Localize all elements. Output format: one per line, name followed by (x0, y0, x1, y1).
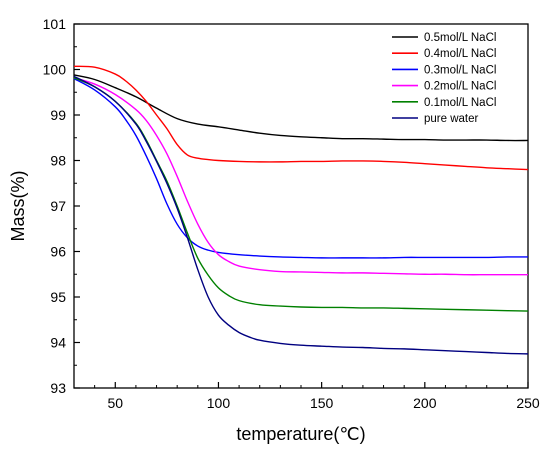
y-tick-label: 93 (50, 380, 66, 396)
x-tick-label: 250 (516, 395, 540, 411)
y-tick-label: 95 (50, 289, 66, 305)
y-tick-label: 101 (43, 16, 67, 32)
x-axis-ticks: 50 100 150 200 250 (73, 382, 540, 411)
legend-label: 0.4mol/L NaCl (424, 48, 496, 60)
x-tick-label: 150 (310, 395, 334, 411)
series-line (73, 77, 529, 259)
y-tick-label: 96 (50, 244, 66, 260)
y-tick-label: 94 (50, 335, 66, 351)
series-line (73, 65, 529, 171)
y-tick-label: 99 (50, 107, 66, 123)
legend-label: 0.3mol/L NaCl (424, 64, 496, 76)
legend: 0.5mol/L NaCl 0.4mol/L NaCl 0.3mol/L NaCl 0… (392, 32, 496, 125)
series-line (73, 74, 529, 142)
series-lines (73, 65, 529, 355)
legend-label: 0.2mol/L NaCl (424, 81, 496, 93)
plot-frame (73, 23, 529, 389)
x-tick-label: 200 (413, 395, 437, 411)
y-tick-label: 98 (50, 153, 66, 169)
legend-label: 0.1mol/L NaCl (424, 97, 496, 109)
y-axis-title: Mass(%) (8, 171, 28, 242)
x-tick-label: 50 (107, 395, 123, 411)
legend-label: 0.5mol/L NaCl (424, 32, 496, 44)
plot-area-border (73, 23, 529, 389)
x-axis-title: temperature(℃) (236, 424, 365, 444)
y-tick-label: 100 (43, 62, 67, 78)
y-axis-ticks: 93 94 95 96 97 98 99 100 101 (43, 16, 80, 396)
series-line (73, 77, 528, 276)
legend-label: pure water (424, 113, 479, 125)
y-tick-label: 97 (50, 198, 66, 214)
series-line (73, 75, 529, 355)
x-tick-label: 100 (207, 395, 231, 411)
